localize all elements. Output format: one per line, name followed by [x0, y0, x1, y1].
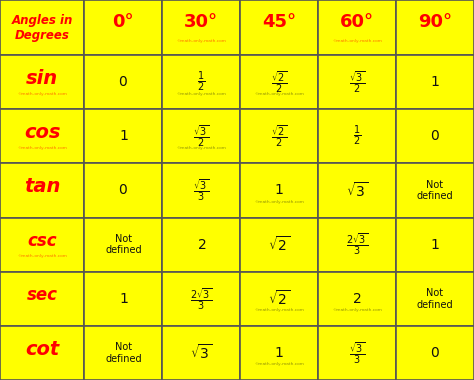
Text: ©math-only-math.com: ©math-only-math.com [176, 39, 226, 43]
Text: $\sqrt{3}$: $\sqrt{3}$ [346, 181, 368, 200]
Text: $\sqrt{2}$: $\sqrt{2}$ [268, 289, 290, 308]
Bar [0, 55, 84, 109]
Bar [318, 217, 396, 272]
Text: csc: csc [27, 232, 57, 250]
Text: ©math-only-math.com: ©math-only-math.com [254, 308, 304, 312]
Text: Not
defined: Not defined [417, 180, 453, 201]
Bar [162, 109, 240, 163]
Text: Not
defined: Not defined [105, 234, 142, 255]
Bar [84, 217, 162, 272]
Text: $\frac{2\sqrt{3}}{3}$: $\frac{2\sqrt{3}}{3}$ [190, 286, 212, 312]
Bar [396, 109, 474, 163]
Text: sin: sin [26, 69, 58, 88]
Text: 90°: 90° [418, 13, 452, 31]
Text: ©math-only-math.com: ©math-only-math.com [254, 92, 304, 96]
Bar [318, 0, 396, 55]
Text: $1$: $1$ [274, 346, 284, 360]
Text: $\frac{\sqrt{2}}{2}$: $\frac{\sqrt{2}}{2}$ [271, 124, 287, 149]
Text: $2$: $2$ [197, 238, 206, 252]
Bar [84, 163, 162, 217]
Bar [318, 163, 396, 217]
Bar [162, 272, 240, 326]
Bar [396, 272, 474, 326]
Text: $1$: $1$ [118, 292, 128, 306]
Text: $1$: $1$ [430, 75, 440, 89]
Bar [0, 217, 84, 272]
Text: $\frac{\sqrt{3}}{3}$: $\frac{\sqrt{3}}{3}$ [349, 340, 365, 366]
Text: sec: sec [27, 286, 58, 304]
Text: cos: cos [24, 123, 61, 142]
Text: $\frac{\sqrt{3}}{3}$: $\frac{\sqrt{3}}{3}$ [193, 177, 210, 203]
Text: $0$: $0$ [430, 129, 440, 143]
Text: ©math-only-math.com: ©math-only-math.com [17, 92, 67, 96]
Bar [396, 217, 474, 272]
Bar [0, 163, 84, 217]
Text: ©math-only-math.com: ©math-only-math.com [176, 146, 226, 150]
Bar [318, 326, 396, 380]
Text: ©math-only-math.com: ©math-only-math.com [176, 92, 226, 96]
Text: Angles in
Degrees: Angles in Degrees [11, 14, 73, 41]
Bar [0, 0, 84, 55]
Bar [318, 109, 396, 163]
Bar [162, 326, 240, 380]
Text: $2$: $2$ [353, 292, 362, 306]
Bar [0, 272, 84, 326]
Text: $1$: $1$ [118, 129, 128, 143]
Text: $\frac{\sqrt{2}}{2}$: $\frac{\sqrt{2}}{2}$ [271, 69, 287, 95]
Bar [396, 55, 474, 109]
Text: ©math-only-math.com: ©math-only-math.com [332, 39, 382, 43]
Text: Not
defined: Not defined [417, 288, 453, 310]
Bar [318, 55, 396, 109]
Text: $\sqrt{3}$: $\sqrt{3}$ [190, 344, 212, 363]
Text: tan: tan [24, 177, 60, 196]
Text: cot: cot [25, 340, 59, 359]
Bar [162, 217, 240, 272]
Text: 45°: 45° [262, 13, 296, 31]
Bar [396, 326, 474, 380]
Text: ©math-only-math.com: ©math-only-math.com [17, 254, 67, 258]
Text: $\frac{1}{2}$: $\frac{1}{2}$ [197, 70, 205, 94]
Bar [240, 163, 318, 217]
Bar [84, 0, 162, 55]
Text: $\frac{\sqrt{3}}{2}$: $\frac{\sqrt{3}}{2}$ [193, 124, 210, 149]
Bar [318, 272, 396, 326]
Text: $0$: $0$ [118, 184, 128, 198]
Bar [162, 163, 240, 217]
Text: ©math-only-math.com: ©math-only-math.com [254, 200, 304, 204]
Text: ©math-only-math.com: ©math-only-math.com [254, 362, 304, 366]
Text: $\frac{2\sqrt{3}}{3}$: $\frac{2\sqrt{3}}{3}$ [346, 232, 368, 258]
Text: $1$: $1$ [430, 238, 440, 252]
Bar [84, 55, 162, 109]
Bar [240, 326, 318, 380]
Text: $0$: $0$ [118, 75, 128, 89]
Bar [0, 326, 84, 380]
Text: $\frac{1}{2}$: $\frac{1}{2}$ [353, 124, 361, 149]
Bar [0, 109, 84, 163]
Bar [396, 163, 474, 217]
Bar [240, 272, 318, 326]
Text: $0$: $0$ [430, 346, 440, 360]
Text: 60°: 60° [340, 13, 374, 31]
Text: $\frac{\sqrt{3}}{2}$: $\frac{\sqrt{3}}{2}$ [349, 69, 365, 95]
Text: ©math-only-math.com: ©math-only-math.com [17, 146, 67, 150]
Bar [84, 326, 162, 380]
Bar [240, 109, 318, 163]
Text: $\sqrt{2}$: $\sqrt{2}$ [268, 235, 290, 254]
Text: 30°: 30° [184, 13, 219, 31]
Bar [240, 0, 318, 55]
Text: $1$: $1$ [274, 184, 284, 198]
Bar [162, 55, 240, 109]
Bar [396, 0, 474, 55]
Bar [84, 109, 162, 163]
Text: 0°: 0° [112, 13, 134, 31]
Bar [240, 217, 318, 272]
Text: ©math-only-math.com: ©math-only-math.com [332, 308, 382, 312]
Text: Not
defined: Not defined [105, 342, 142, 364]
Bar [240, 55, 318, 109]
Bar [162, 0, 240, 55]
Bar [84, 272, 162, 326]
